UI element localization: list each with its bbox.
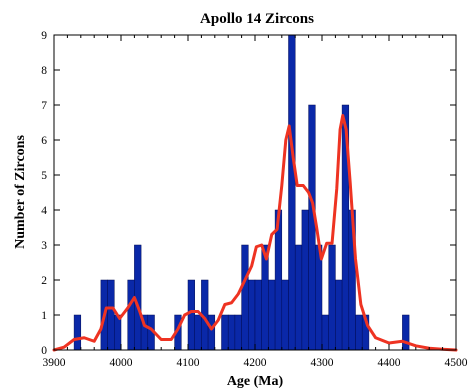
histogram-bar [261,244,269,351]
density-curve [52,114,458,352]
y-tick-label: 4 [41,205,47,217]
y-tick-label: 8 [41,65,47,77]
histogram-bar [281,279,289,351]
histogram-bar [315,244,323,351]
histogram-bar [114,314,122,351]
histogram-bar [335,279,343,351]
histogram-bars [73,34,410,351]
y-tick-label: 0 [41,345,47,357]
histogram-bar [107,279,115,351]
x-tick-label: 4200 [244,357,267,369]
histogram-bar [221,314,229,351]
x-axis-ticks: 3900 4000 4100 4200 4300 4400 4500 [43,35,468,369]
y-tick-label: 1 [41,310,47,322]
y-tick-label: 9 [41,30,47,42]
y-tick-label: 7 [41,100,47,112]
y-tick-label: 2 [41,275,47,287]
x-tick-label: 3900 [43,357,66,369]
x-axis-label: Age (Ma) [227,374,284,389]
histogram-bar [328,244,336,351]
histogram-bar [254,279,262,351]
histogram-bar [355,314,363,351]
histogram-bar [127,279,135,351]
histogram-bar [288,34,296,351]
histogram-bar [227,314,236,351]
x-tick-label: 4000 [110,357,133,369]
histogram-bar [234,314,242,351]
histogram-bar [248,279,256,351]
y-axis-label: Number of Zircons [13,135,28,249]
x-tick-label: 4300 [311,357,334,369]
histogram-bar [268,279,276,351]
x-tick-label: 4100 [177,357,200,369]
y-tick-label: 3 [41,240,47,252]
x-tick-label: 4400 [378,357,401,369]
chart-title: Apollo 14 Zircons [200,11,314,27]
histogram-bar [308,104,316,351]
histogram-bar [194,314,202,351]
y-tick-label: 6 [41,135,47,147]
histogram-bar [241,244,249,351]
histogram-bar [321,314,329,351]
histogram-bar [73,314,82,351]
histogram-bar [301,209,309,351]
y-tick-label: 5 [41,170,47,182]
density-curve-layer [52,114,458,352]
x-tick-label: 4500 [445,357,468,369]
histogram-bar [207,314,216,351]
histogram-bar [294,244,303,351]
y-axis-ticks: 0 1 2 3 4 5 6 7 8 9 [41,30,456,357]
histogram-bar [187,279,195,351]
